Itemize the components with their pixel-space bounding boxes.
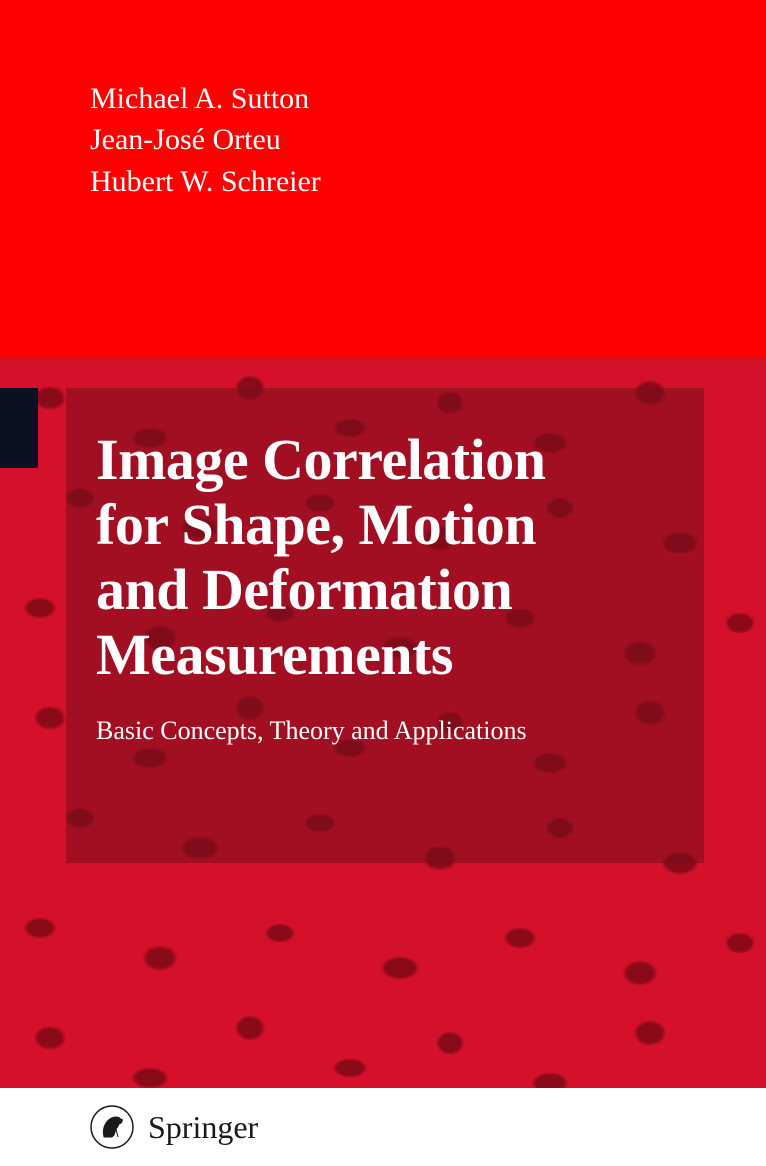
spine-black-tab bbox=[0, 388, 38, 468]
book-subtitle: Basic Concepts, Theory and Applications bbox=[96, 716, 674, 746]
publisher-bar: Springer bbox=[0, 1088, 766, 1166]
author-name: Jean-José Orteu bbox=[90, 119, 321, 160]
book-title: Image Correlation for Shape, Motion and … bbox=[96, 428, 674, 688]
title-line: for Shape, Motion bbox=[96, 493, 674, 558]
author-name: Hubert W. Schreier bbox=[90, 161, 321, 202]
title-line: Measurements bbox=[96, 623, 674, 688]
author-name: Michael A. Sutton bbox=[90, 78, 321, 119]
title-line: Image Correlation bbox=[96, 428, 674, 493]
title-line: and Deformation bbox=[96, 558, 674, 623]
title-panel: Image Correlation for Shape, Motion and … bbox=[66, 388, 704, 863]
authors-block: Michael A. Sutton Jean-José Orteu Hubert… bbox=[90, 78, 321, 202]
springer-horse-icon bbox=[90, 1105, 134, 1149]
publisher-name: Springer bbox=[148, 1109, 258, 1146]
